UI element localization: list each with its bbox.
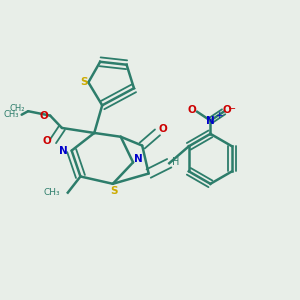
Text: CH₃: CH₃ [4,110,19,119]
Text: O: O [222,105,231,115]
Text: N: N [59,146,68,156]
Text: +: + [215,111,223,120]
Text: O: O [188,105,196,115]
Text: O: O [43,136,52,146]
Text: −: − [228,104,236,114]
Text: O: O [158,124,167,134]
Text: N: N [206,116,215,126]
Text: CH₂: CH₂ [10,104,25,113]
Text: S: S [110,186,118,196]
Text: N: N [134,154,143,164]
Text: O: O [40,111,49,121]
Text: CH₃: CH₃ [44,188,61,197]
Text: S: S [80,77,88,87]
Text: H: H [172,157,179,167]
